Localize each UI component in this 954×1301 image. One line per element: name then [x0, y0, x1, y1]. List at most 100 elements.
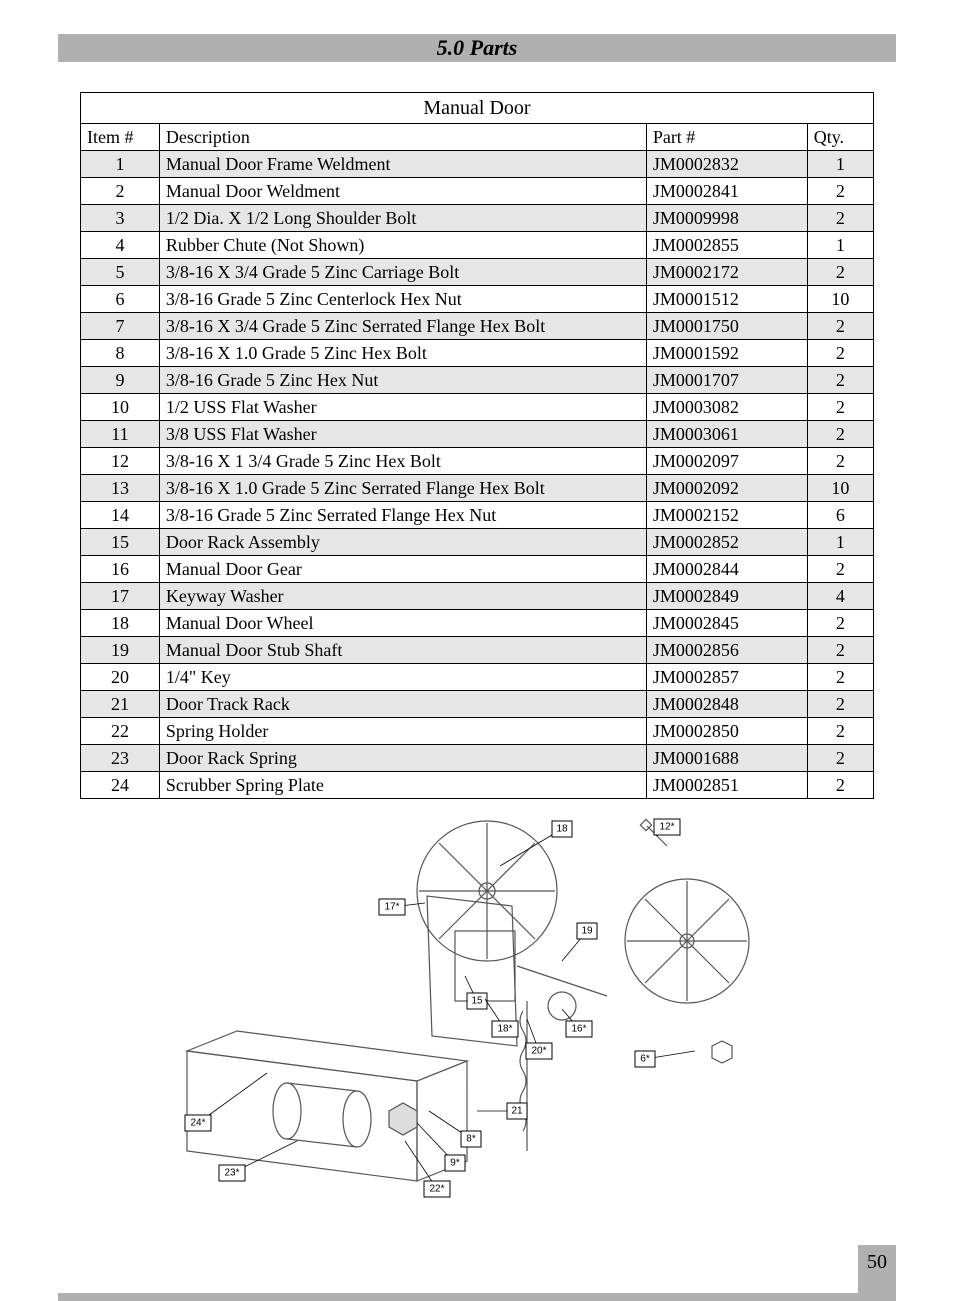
cell-qty: 1 — [807, 529, 873, 556]
table-row: 16Manual Door GearJM00028442 — [81, 556, 874, 583]
callout-label: 17* — [384, 902, 399, 913]
diagram-svg: 1812*17*191518*16*20*6*2124*8*9*23*22* — [167, 811, 787, 1231]
cell-qty: 1 — [807, 232, 873, 259]
cell-part: JM0002097 — [646, 448, 807, 475]
cell-item: 21 — [81, 691, 160, 718]
cell-description: Manual Door Frame Weldment — [159, 151, 646, 178]
cell-part: JM0001512 — [646, 286, 807, 313]
cell-qty: 10 — [807, 286, 873, 313]
table-row: 83/8-16 X 1.0 Grade 5 Zinc Hex BoltJM000… — [81, 340, 874, 367]
table-row: 1Manual Door Frame WeldmentJM00028321 — [81, 151, 874, 178]
callout-label: 21 — [511, 1106, 523, 1117]
cell-item: 4 — [81, 232, 160, 259]
cell-qty: 2 — [807, 313, 873, 340]
cell-part: JM0002856 — [646, 637, 807, 664]
cell-item: 1 — [81, 151, 160, 178]
cell-item: 2 — [81, 178, 160, 205]
callout-label: 18* — [497, 1024, 512, 1035]
cell-qty: 2 — [807, 745, 873, 772]
cell-description: 3/8-16 Grade 5 Zinc Centerlock Hex Nut — [159, 286, 646, 313]
table-row: 143/8-16 Grade 5 Zinc Serrated Flange He… — [81, 502, 874, 529]
cell-item: 18 — [81, 610, 160, 637]
col-header-item: Item # — [81, 124, 160, 151]
col-header-part: Part # — [646, 124, 807, 151]
cell-item: 13 — [81, 475, 160, 502]
cell-description: Manual Door Gear — [159, 556, 646, 583]
footer-bar — [58, 1293, 896, 1301]
cell-qty: 2 — [807, 772, 873, 799]
table-row: 31/2 Dia. X 1/2 Long Shoulder BoltJM0009… — [81, 205, 874, 232]
section-header: 5.0 Parts — [58, 34, 896, 62]
cell-part: JM0002855 — [646, 232, 807, 259]
cell-qty: 2 — [807, 637, 873, 664]
cell-part: JM0002832 — [646, 151, 807, 178]
callout-label: 24* — [190, 1118, 205, 1129]
cell-part: JM0002172 — [646, 259, 807, 286]
callout-label: 9* — [450, 1158, 460, 1169]
table-title: Manual Door — [81, 93, 874, 124]
callout-label: 22* — [429, 1184, 444, 1195]
table-row: 23Door Rack SpringJM00016882 — [81, 745, 874, 772]
cell-item: 12 — [81, 448, 160, 475]
section-title: 5.0 Parts — [437, 35, 518, 61]
cell-qty: 2 — [807, 205, 873, 232]
table-row: 123/8-16 X 1 3/4 Grade 5 Zinc Hex BoltJM… — [81, 448, 874, 475]
cell-qty: 2 — [807, 610, 873, 637]
cell-item: 16 — [81, 556, 160, 583]
cell-item: 17 — [81, 583, 160, 610]
callout-label: 12* — [659, 822, 674, 833]
callout-label: 8* — [466, 1134, 476, 1145]
cell-qty: 2 — [807, 448, 873, 475]
cell-part: JM0001707 — [646, 367, 807, 394]
cell-description: 3/8-16 Grade 5 Zinc Serrated Flange Hex … — [159, 502, 646, 529]
cell-qty: 2 — [807, 259, 873, 286]
cell-description: 1/4" Key — [159, 664, 646, 691]
cell-description: Door Track Rack — [159, 691, 646, 718]
table-header-row: Item # Description Part # Qty. — [81, 124, 874, 151]
cell-item: 20 — [81, 664, 160, 691]
page-footer: 50 — [0, 1241, 954, 1301]
cell-qty: 2 — [807, 367, 873, 394]
callout-label: 15 — [471, 996, 483, 1007]
cell-description: Manual Door Wheel — [159, 610, 646, 637]
cell-item: 23 — [81, 745, 160, 772]
cell-description: 3/8-16 Grade 5 Zinc Hex Nut — [159, 367, 646, 394]
page-content: Manual Door Item # Description Part # Qt… — [0, 62, 954, 1231]
cell-item: 7 — [81, 313, 160, 340]
cell-description: Scrubber Spring Plate — [159, 772, 646, 799]
col-header-qty: Qty. — [807, 124, 873, 151]
cell-part: JM0002845 — [646, 610, 807, 637]
callout-label: 16* — [571, 1024, 586, 1035]
cell-item: 10 — [81, 394, 160, 421]
table-row: 133/8-16 X 1.0 Grade 5 Zinc Serrated Fla… — [81, 475, 874, 502]
table-row: 22Spring HolderJM00028502 — [81, 718, 874, 745]
cell-item: 14 — [81, 502, 160, 529]
cell-qty: 2 — [807, 556, 873, 583]
cell-part: JM0002092 — [646, 475, 807, 502]
cell-qty: 2 — [807, 178, 873, 205]
table-row: 17Keyway WasherJM00028494 — [81, 583, 874, 610]
cell-part: JM0009998 — [646, 205, 807, 232]
page-number-tab: 50 — [858, 1245, 896, 1301]
table-row: 4Rubber Chute (Not Shown)JM00028551 — [81, 232, 874, 259]
cell-qty: 2 — [807, 394, 873, 421]
table-row: 93/8-16 Grade 5 Zinc Hex NutJM00017072 — [81, 367, 874, 394]
cell-qty: 2 — [807, 718, 873, 745]
cell-description: 1/2 Dia. X 1/2 Long Shoulder Bolt — [159, 205, 646, 232]
cell-qty: 1 — [807, 151, 873, 178]
cell-item: 11 — [81, 421, 160, 448]
cell-description: 3/8-16 X 3/4 Grade 5 Zinc Carriage Bolt — [159, 259, 646, 286]
cell-qty: 2 — [807, 664, 873, 691]
table-row: 2Manual Door WeldmentJM00028412 — [81, 178, 874, 205]
table-row: 73/8-16 X 3/4 Grade 5 Zinc Serrated Flan… — [81, 313, 874, 340]
cell-description: Door Rack Spring — [159, 745, 646, 772]
table-title-row: Manual Door — [81, 93, 874, 124]
cell-part: JM0001688 — [646, 745, 807, 772]
cell-qty: 10 — [807, 475, 873, 502]
callout-label: 18 — [556, 824, 568, 835]
cell-description: Manual Door Stub Shaft — [159, 637, 646, 664]
cell-item: 22 — [81, 718, 160, 745]
cell-item: 24 — [81, 772, 160, 799]
cell-part: JM0001750 — [646, 313, 807, 340]
cell-qty: 2 — [807, 421, 873, 448]
